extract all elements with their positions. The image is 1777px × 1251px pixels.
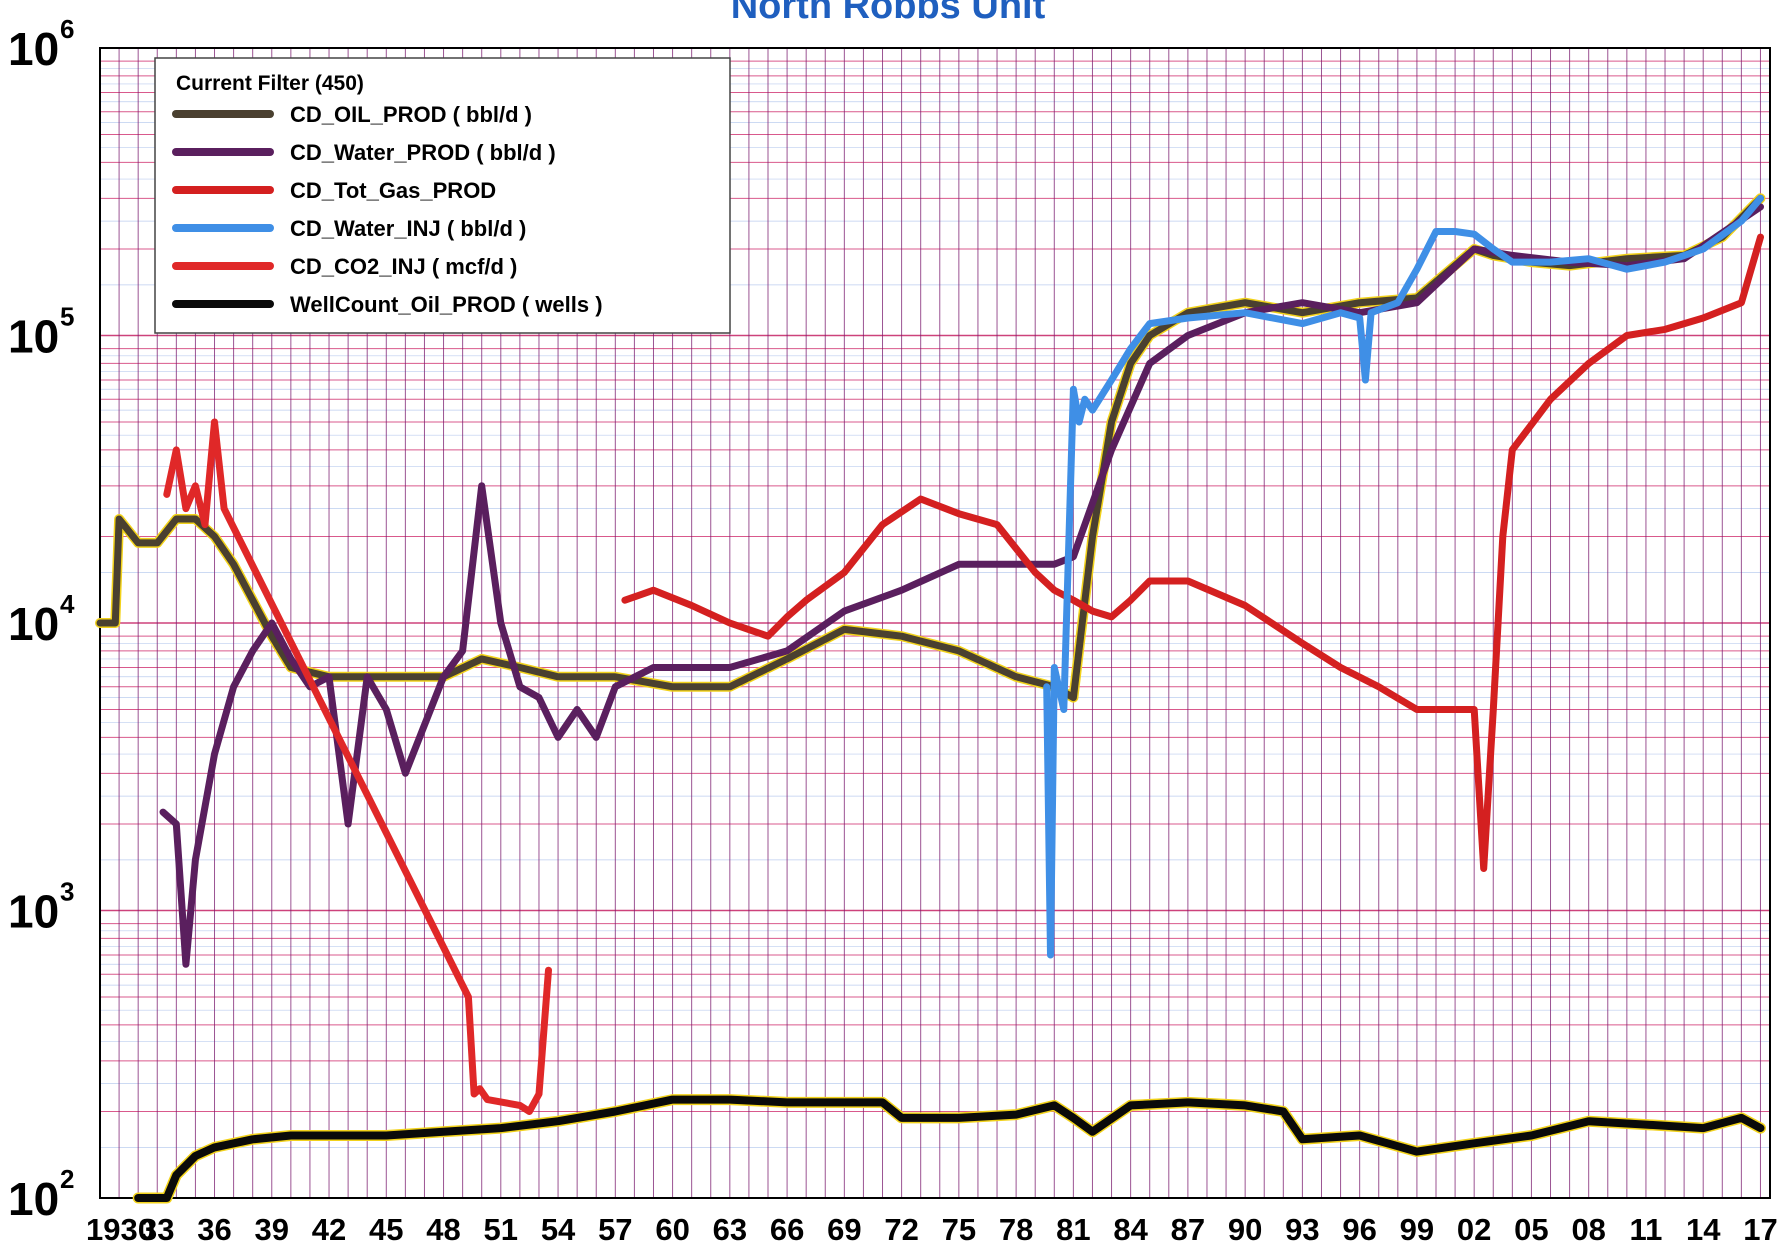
legend-label: WellCount_Oil_PROD ( wells ) [290,292,603,317]
y-tick-label: 10 3 [8,877,74,938]
x-tick-label: 48 [426,1212,460,1247]
y-tick-base: 10 [8,1173,59,1225]
x-tick-label: 96 [1342,1212,1376,1247]
legend-label: CD_Water_PROD ( bbl/d ) [290,140,556,165]
x-tick-label: 05 [1514,1212,1548,1247]
x-tick-label: 75 [942,1212,976,1247]
legend-label: CD_OIL_PROD ( bbl/d ) [290,102,532,127]
legend-label: CD_CO2_INJ ( mcf/d ) [290,254,517,279]
x-tick-label: 93 [1285,1212,1319,1247]
x-tick-label: 78 [999,1212,1033,1247]
y-tick-label: 10 4 [8,589,75,650]
legend-title: Current Filter (450) [176,72,364,95]
x-tick-label: 33 [140,1212,174,1247]
y-tick-base: 10 [8,23,59,75]
x-tick-label: 69 [827,1212,861,1247]
x-tick-label: 02 [1457,1212,1491,1247]
x-tick-label: 66 [770,1212,804,1247]
x-tick-label: 42 [312,1212,346,1247]
x-tick-label: 90 [1228,1212,1262,1247]
y-tick-exponent: 3 [60,877,74,907]
y-tick-exponent: 5 [60,302,74,332]
x-tick-label: 17 [1743,1212,1777,1247]
y-tick-exponent: 6 [60,14,74,44]
x-tick-label: 1930 [86,1212,155,1247]
x-tick-label: 81 [1056,1212,1090,1247]
x-tick-label: 39 [255,1212,289,1247]
x-tick-label: 54 [541,1212,576,1247]
series-line-4 [1043,194,1764,959]
series-line-5 [163,418,552,1115]
chart-title: North Robbs Unit [731,0,1046,27]
y-tick-base: 10 [8,311,59,363]
x-tick-label: 51 [484,1212,518,1247]
legend-label: CD_Water_INJ ( bbl/d ) [290,216,526,241]
y-tick-exponent: 2 [60,1164,74,1194]
x-tick-label: 45 [369,1212,403,1247]
x-tick-label: 36 [197,1212,231,1247]
x-tick-label: 57 [598,1212,632,1247]
x-tick-label: 72 [884,1212,918,1247]
x-tick-label: 14 [1686,1212,1721,1247]
y-tick-label: 10 5 [8,302,74,363]
legend-box [154,57,731,334]
series-line-3 [621,233,1764,872]
x-tick-label: 11 [1630,1212,1663,1247]
y-tick-label: 10 6 [8,14,74,75]
x-tick-label: 87 [1171,1212,1205,1247]
legend-label: CD_Tot_Gas_PROD [290,178,496,203]
series-line-6 [134,1095,1765,1202]
y-tick-base: 10 [8,886,59,938]
series-line-2 [159,203,1764,968]
x-tick-label: 60 [655,1212,689,1247]
legend-entries: CD_OIL_PROD ( bbl/d ) CD_Water_PROD ( bbl… [172,102,603,317]
x-tick-label: 84 [1113,1212,1148,1247]
y-tick-label: 10 2 [8,1164,74,1225]
series-layer [95,193,1766,1204]
y-tick-base: 10 [8,598,59,650]
x-tick-label: 63 [713,1212,747,1247]
y-tick-exponent: 4 [60,589,75,619]
x-tick-label: 99 [1400,1212,1434,1247]
x-tick-label: 08 [1571,1212,1605,1247]
legend: Current Filter (450) CD_OIL_PROD ( bbl/d… [154,57,731,334]
